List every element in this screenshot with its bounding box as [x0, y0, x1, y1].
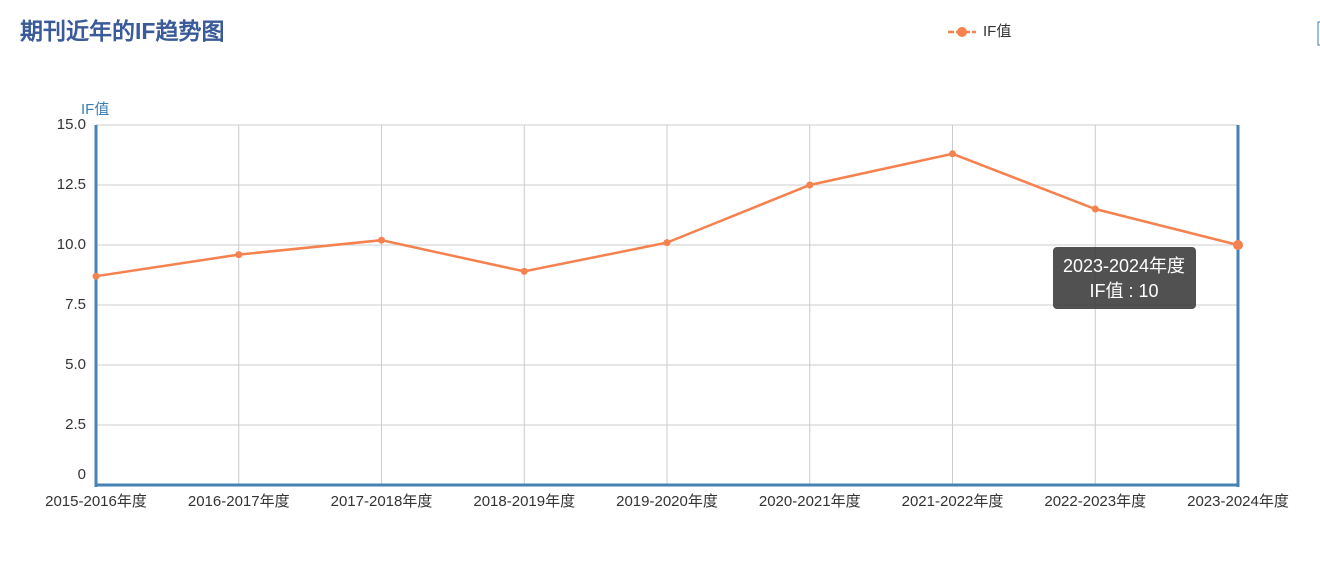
tooltip-title: 2023-2024年度: [1063, 256, 1185, 276]
point: [520, 267, 528, 275]
legend-marker: [957, 27, 967, 37]
y-axis-label: IF值: [81, 101, 109, 118]
y-tick-label: 15.0: [57, 116, 86, 133]
chart-title: 期刊近年的IF趋势图: [20, 18, 224, 44]
point: [663, 239, 671, 247]
tooltip-box: [1053, 247, 1196, 309]
point: [806, 181, 814, 189]
point: [1091, 205, 1099, 213]
point: [1233, 240, 1243, 250]
grid: [94, 124, 1240, 487]
edge-decoration: [1317, 21, 1320, 46]
legend-label: IF值: [983, 23, 1011, 40]
x-tick-label: 2017-2018年度: [331, 493, 433, 510]
point: [378, 236, 385, 244]
point: [235, 251, 243, 259]
x-tick-label: 2020-2021年度: [759, 493, 861, 510]
y-tick-label: 10.0: [57, 236, 86, 253]
y-tick-label: 7.5: [65, 296, 86, 313]
x-tick-label: 2016-2017年度: [188, 493, 290, 510]
x-tick-label: 2015-2016年度: [45, 493, 147, 510]
plot: [92, 150, 1243, 280]
x-tick-label: 2018-2019年度: [473, 493, 575, 510]
point: [949, 150, 956, 158]
x-tick-label: 2023-2024年度: [1187, 493, 1289, 510]
y-tick-label: 2.5: [65, 416, 86, 433]
x-tick-label: 2022-2023年度: [1044, 493, 1146, 510]
x-tick-label: 2021-2022年度: [902, 493, 1004, 510]
x-tick-label: 2019-2020年度: [616, 493, 718, 510]
tooltip-text: IF值 : 10: [1089, 281, 1158, 301]
y-tick-label: 0: [78, 466, 86, 483]
point: [92, 272, 100, 280]
y-tick-label: 5.0: [65, 356, 86, 373]
y-tick-label: 12.5: [57, 176, 86, 193]
